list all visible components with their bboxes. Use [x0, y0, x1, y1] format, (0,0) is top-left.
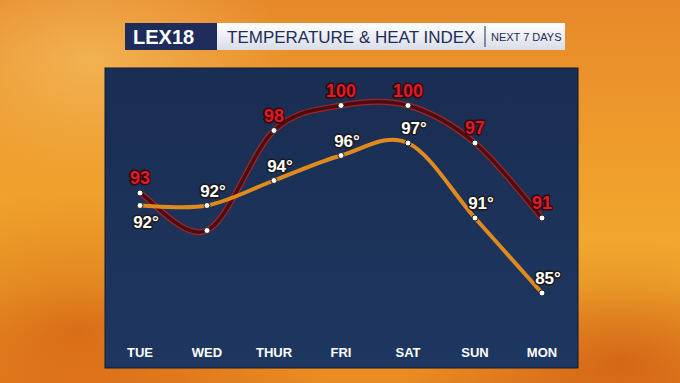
x-tick-label: TUE: [127, 345, 153, 360]
data-label: 97: [465, 118, 485, 138]
x-tick-label: THUR: [256, 345, 293, 360]
series-marker: [472, 215, 478, 221]
data-labels: 93 98 100 100 97 91 92° 92° 94° 96° 97° 91° 85°: [130, 81, 561, 289]
title: TEMPERATURE & HEAT INDEX: [227, 28, 475, 47]
series-marker: [539, 290, 545, 296]
data-label: 97°: [401, 119, 427, 138]
series-marker: [405, 103, 411, 109]
data-label: 94°: [267, 157, 293, 176]
data-label: 91°: [468, 194, 494, 213]
data-label: 100: [393, 81, 423, 101]
series-marker: [405, 140, 411, 146]
series-line: [140, 102, 542, 233]
series-marker: [271, 178, 277, 184]
data-label: 92°: [200, 182, 226, 201]
data-label: 92°: [133, 213, 159, 232]
series-marker: [271, 128, 277, 134]
x-tick-label: WED: [192, 345, 222, 360]
series-marker: [137, 190, 143, 196]
subtitle: NEXT 7 DAYS: [491, 31, 562, 43]
data-label: 98: [264, 106, 284, 126]
header-bar: [125, 23, 565, 50]
data-label: 91: [532, 193, 552, 213]
logo: LEX18: [133, 26, 194, 48]
series-marker: [338, 103, 344, 109]
plot-frame: [105, 68, 578, 368]
data-label: 96°: [334, 132, 360, 151]
logo-box: [125, 23, 217, 50]
chart: LEX18 TEMPERATURE & HEAT INDEX NEXT 7 DAYS…: [0, 0, 680, 383]
data-label: 100: [326, 81, 356, 101]
data-label: 85°: [535, 269, 561, 288]
series-marker: [539, 215, 545, 221]
x-tick-label: SUN: [461, 345, 488, 360]
series-marker: [472, 140, 478, 146]
series-line: [140, 140, 542, 293]
series-line-outline: [140, 102, 542, 233]
series-marker: [204, 203, 210, 209]
x-tick-label: MON: [527, 345, 557, 360]
header-divider: [485, 26, 486, 47]
data-label: 93: [130, 168, 150, 188]
series-marker: [137, 203, 143, 209]
series-marker: [338, 153, 344, 159]
x-tick-label: SAT: [395, 345, 420, 360]
x-tick-label: FRI: [331, 345, 352, 360]
plot-area: [137, 102, 545, 296]
series-marker: [204, 228, 210, 234]
